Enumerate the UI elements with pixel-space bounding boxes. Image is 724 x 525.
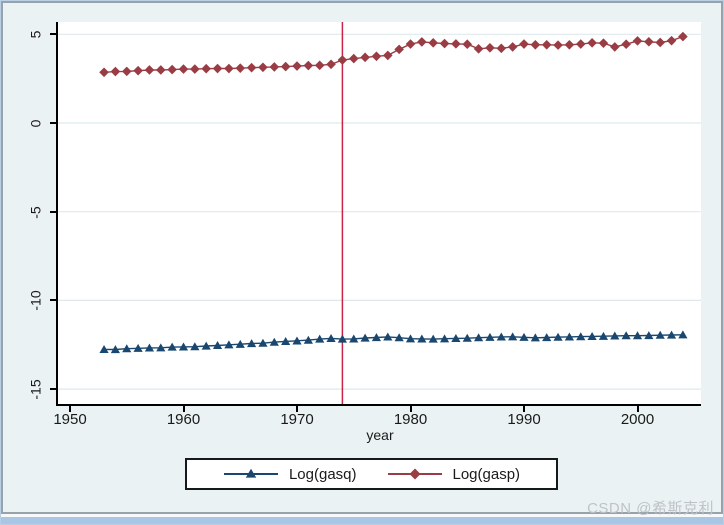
x-axis-line xyxy=(56,404,701,406)
x-tick-label: 1980 xyxy=(393,411,428,428)
legend: Log(gasq) Log(gasp) xyxy=(185,458,558,490)
y-tick xyxy=(50,388,57,390)
legend-item-gasq: Log(gasq) xyxy=(223,466,357,483)
series-line-Log(gasp) xyxy=(103,35,684,73)
x-tick-label: 1950 xyxy=(53,411,87,428)
x-tick-label: 1970 xyxy=(280,411,314,428)
plot-svg xyxy=(58,22,701,404)
y-tick-label: 0 xyxy=(27,119,44,127)
window-border-bottom-bar xyxy=(1,517,723,524)
y-tick-label: -15 xyxy=(27,378,44,400)
watermark: CSDN @希斯克利 xyxy=(587,500,714,517)
y-tick xyxy=(50,122,57,124)
x-tick-label: 2000 xyxy=(620,411,655,428)
series-line-Log(gasq) xyxy=(103,334,683,351)
x-tick xyxy=(636,406,639,412)
legend-label: Log(gasp) xyxy=(452,465,521,483)
y-tick-label: -10 xyxy=(27,289,44,311)
gasq-line-triangle-icon xyxy=(223,468,278,478)
x-tick xyxy=(409,406,412,412)
y-tick xyxy=(50,33,57,35)
x-tick xyxy=(523,406,525,412)
window-border-bottom-highlight xyxy=(1,514,723,517)
y-tick-label: 5 xyxy=(27,30,44,38)
legend-label: Log(gasq) xyxy=(288,465,357,483)
y-tick xyxy=(50,211,57,213)
series-markers-Log(gasq) xyxy=(99,330,688,354)
window-border-right xyxy=(721,1,723,513)
legend-item-gasp: Log(gasp) xyxy=(387,465,521,483)
y-axis-line xyxy=(56,22,58,406)
window-border-bottom xyxy=(1,512,723,514)
series-markers-Log(gasp) xyxy=(99,31,688,78)
x-axis-title: year xyxy=(366,427,394,443)
window-border-top xyxy=(1,1,723,3)
x-tick-label: 1990 xyxy=(507,411,541,428)
x-tick xyxy=(182,406,185,412)
window-border-left xyxy=(1,1,3,513)
y-tick-label: -5 xyxy=(27,205,44,219)
x-tick-label: 1960 xyxy=(166,411,201,428)
x-tick xyxy=(69,406,71,412)
x-tick xyxy=(296,406,298,412)
gasp-line-diamond-icon xyxy=(387,468,442,480)
y-tick xyxy=(50,299,57,301)
